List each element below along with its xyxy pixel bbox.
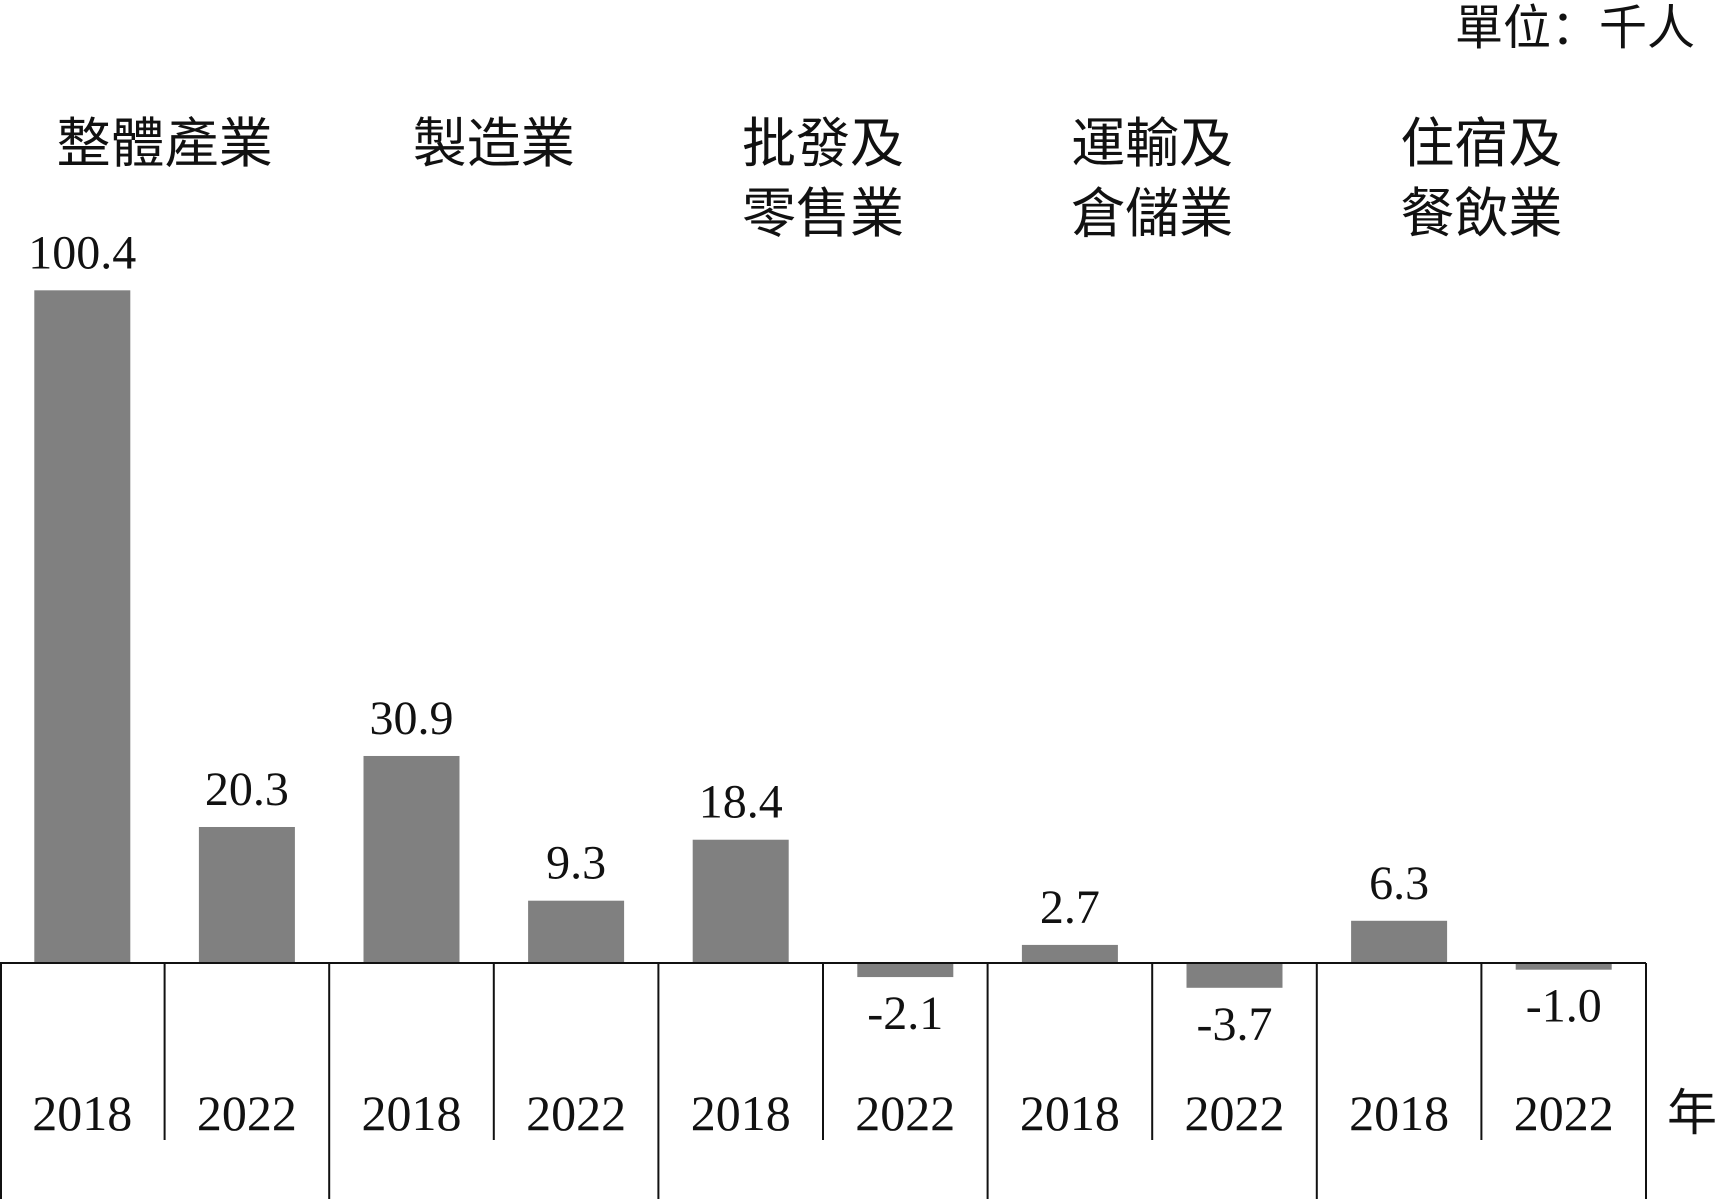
category-label: 整體產業 xyxy=(57,114,273,174)
x-unit-label: 年 xyxy=(1667,1085,1717,1141)
year-label: 2018 xyxy=(1020,1085,1120,1141)
year-label: 2022 xyxy=(1185,1085,1285,1141)
value-label: -3.7 xyxy=(1197,998,1273,1051)
value-label: -2.1 xyxy=(867,987,943,1040)
category-labels: 整體產業 製造業 批發及零售業 運輸及倉儲業 住宿及餐飲業 xyxy=(57,114,1563,244)
year-label: 2022 xyxy=(1514,1085,1614,1141)
bar-2022 xyxy=(528,900,625,963)
bar-2022 xyxy=(1515,963,1612,970)
bar-2022 xyxy=(1186,963,1283,988)
unit-label: 單位：千人 xyxy=(1455,2,1695,55)
category-label: 批發及零售業 xyxy=(742,114,904,244)
value-label: 100.4 xyxy=(28,226,136,279)
bar-2022 xyxy=(198,826,295,963)
value-labels: 100.4 20.3 30.9 9.3 18.4 -2.1 2.7 -3.7 6.3 -1.0 xyxy=(28,226,1601,1050)
value-label: 2.7 xyxy=(1040,881,1100,934)
bar-2018 xyxy=(1351,920,1448,963)
category-label: 製造業 xyxy=(413,114,575,174)
bar-2018 xyxy=(692,839,789,963)
year-labels: 2018 2022 2018 2022 2018 2022 2018 2022 2018 2022 xyxy=(32,1085,1613,1141)
value-label: 18.4 xyxy=(699,776,783,829)
bar-2018 xyxy=(363,755,460,963)
year-label: 2018 xyxy=(32,1085,132,1141)
year-label: 2022 xyxy=(197,1085,297,1141)
value-label: 30.9 xyxy=(370,692,454,745)
value-label: 20.3 xyxy=(205,763,289,816)
value-label: -1.0 xyxy=(1526,980,1602,1033)
category-label: 運輸及倉儲業 xyxy=(1071,114,1233,244)
year-label: 2018 xyxy=(362,1085,462,1141)
bar-2018 xyxy=(34,290,131,963)
year-label: 2022 xyxy=(526,1085,626,1141)
axes xyxy=(0,962,1647,1199)
bar-2022 xyxy=(857,963,954,978)
year-label: 2022 xyxy=(855,1085,955,1141)
category-label: 住宿及餐飲業 xyxy=(1400,114,1562,244)
bar-2018 xyxy=(1021,944,1118,963)
value-label: 6.3 xyxy=(1369,857,1429,910)
bars xyxy=(34,290,1612,988)
year-label: 2018 xyxy=(691,1085,791,1141)
year-label: 2018 xyxy=(1349,1085,1449,1141)
value-label: 9.3 xyxy=(546,837,606,890)
